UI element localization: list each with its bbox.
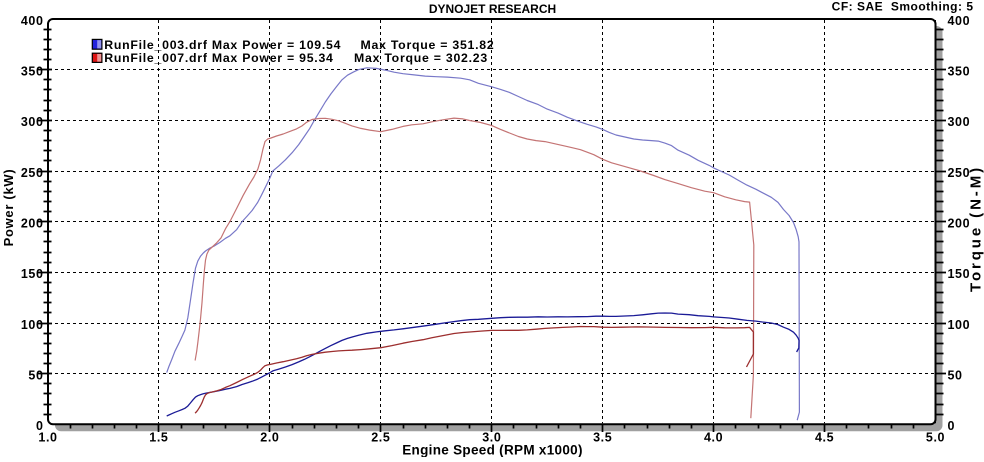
svg-text:400: 400 [21, 14, 44, 28]
svg-text:300: 300 [21, 115, 44, 129]
svg-text:300: 300 [948, 115, 971, 129]
svg-text:400: 400 [948, 14, 971, 28]
svg-text:1.0: 1.0 [38, 430, 57, 444]
svg-text:Power (kW): Power (kW) [1, 169, 16, 247]
svg-text:100: 100 [21, 318, 44, 332]
svg-text:350: 350 [21, 64, 44, 78]
svg-text:Max Torque = 351.82: Max Torque = 351.82 [361, 38, 495, 52]
svg-text:1.5: 1.5 [149, 430, 168, 444]
svg-text:3.5: 3.5 [593, 430, 612, 444]
svg-text:DYNOJET RESEARCH: DYNOJET RESEARCH [429, 2, 556, 16]
svg-text:Engine Speed (RPM x1000): Engine Speed (RPM x1000) [402, 443, 583, 458]
svg-text:Max Torque = 302.23: Max Torque = 302.23 [354, 51, 488, 65]
svg-text:4.0: 4.0 [704, 430, 723, 444]
svg-text:0: 0 [948, 419, 956, 433]
svg-text:RunFile_007.drf Max Power = 95: RunFile_007.drf Max Power = 95.34 [104, 51, 333, 65]
svg-text:RunFile_003.drf Max Power = 10: RunFile_003.drf Max Power = 109.54 [104, 38, 341, 52]
svg-text:2.0: 2.0 [260, 430, 279, 444]
svg-text:200: 200 [21, 216, 44, 230]
svg-text:CF: SAE Smoothing: 5: CF: SAE Smoothing: 5 [832, 0, 974, 13]
svg-text:5.0: 5.0 [926, 430, 945, 444]
svg-text:250: 250 [21, 166, 44, 180]
svg-text:350: 350 [948, 64, 971, 78]
svg-text:50: 50 [28, 368, 43, 382]
svg-text:4.5: 4.5 [815, 430, 834, 444]
svg-text:2.5: 2.5 [371, 430, 390, 444]
svg-text:150: 150 [21, 267, 44, 281]
svg-text:50: 50 [948, 368, 963, 382]
svg-text:Torque (N-M): Torque (N-M) [968, 165, 984, 292]
svg-text:100: 100 [948, 318, 971, 332]
